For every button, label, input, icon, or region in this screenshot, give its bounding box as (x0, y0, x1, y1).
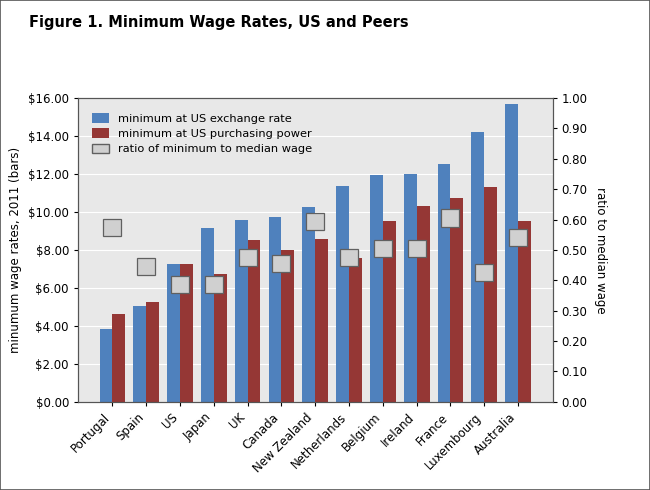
Text: Figure 1. Minimum Wage Rates, US and Peers: Figure 1. Minimum Wage Rates, US and Pee… (29, 15, 409, 30)
Bar (302, 207, 315, 402)
Bar (450, 197, 463, 402)
Bar (112, 314, 125, 402)
Bar (349, 258, 362, 402)
Bar (505, 104, 518, 402)
Bar (99, 329, 112, 402)
Bar (103, 219, 122, 236)
Bar (441, 210, 460, 226)
Bar (214, 273, 227, 402)
Bar (484, 187, 497, 402)
Bar (336, 186, 349, 402)
Bar (146, 302, 159, 402)
Bar (201, 228, 214, 402)
Bar (315, 239, 328, 402)
Legend: minimum at US exchange rate, minimum at US purchasing power, ratio of minimum to: minimum at US exchange rate, minimum at … (88, 110, 316, 158)
Bar (239, 249, 257, 266)
Bar (383, 221, 396, 402)
Bar (268, 217, 281, 402)
Bar (171, 276, 189, 294)
Bar (167, 264, 180, 402)
Bar (408, 240, 426, 257)
Bar (235, 220, 248, 402)
Bar (281, 250, 294, 402)
Bar (471, 132, 484, 402)
Bar (248, 241, 261, 402)
Bar (370, 175, 383, 402)
Bar (374, 240, 392, 257)
Bar (133, 306, 146, 402)
Bar (180, 264, 193, 402)
Bar (340, 249, 358, 266)
Bar (137, 258, 155, 275)
Bar (205, 276, 223, 294)
Bar (475, 264, 493, 281)
Bar (437, 164, 450, 402)
Y-axis label: ratio to median wage: ratio to median wage (594, 187, 607, 313)
Bar (509, 229, 527, 246)
Bar (306, 213, 324, 229)
Bar (404, 174, 417, 402)
Bar (272, 255, 291, 272)
Bar (417, 206, 430, 402)
Y-axis label: minumum wage rates, 2011 (bars): minumum wage rates, 2011 (bars) (9, 147, 22, 353)
Bar (518, 221, 531, 402)
